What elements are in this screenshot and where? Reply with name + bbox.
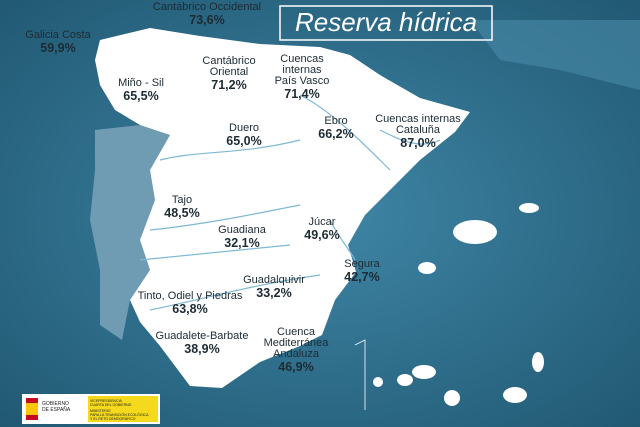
region-value: 63,8% (172, 302, 207, 316)
region-value: 65,5% (123, 89, 158, 103)
region-name: Duero (229, 122, 259, 134)
region-value: 71,4% (284, 87, 319, 101)
ibiza (418, 262, 436, 274)
region-name: Andaluza (273, 348, 320, 360)
region-value: 59,9% (40, 41, 75, 55)
region-name: Cuencas (280, 53, 324, 65)
region-name: Cataluña (396, 124, 441, 136)
region-value: 66,2% (318, 127, 353, 141)
ministry-text: PARA LA TRANSICIÓN ECOLÓGICA (90, 412, 149, 417)
region-name: Cuenca (277, 326, 316, 338)
title-box (279, 5, 493, 41)
region-name: Ebro (324, 115, 347, 127)
ministry-text: MINISTERIO (90, 409, 111, 413)
vice-text: VICEPRESIDENCIA (90, 399, 123, 403)
flag (26, 403, 38, 415)
region-name: Segura (344, 258, 380, 270)
region-value: 49,6% (304, 228, 339, 242)
region-name: Júcar (309, 216, 336, 228)
region-name: Mediterránea (264, 337, 330, 349)
region-value: 87,0% (400, 136, 435, 150)
region-value: 71,2% (211, 78, 246, 92)
region-value: 73,6% (189, 13, 224, 27)
portugal (90, 125, 170, 340)
region-value: 65,0% (226, 134, 261, 148)
region-name: Guadalete-Barbate (156, 330, 249, 342)
mallorca (453, 220, 497, 244)
region-value: 38,9% (184, 342, 219, 356)
region-name: Galicia Costa (25, 29, 91, 41)
region-value: 33,2% (256, 286, 291, 300)
ministry-band (88, 396, 158, 422)
region-value: 46,9% (278, 360, 313, 374)
vice-text: CUARTA DEL GOBIERNO (90, 403, 132, 407)
rivers (139, 94, 441, 311)
region-value: 48,5% (164, 206, 199, 220)
region-name: Cantábrico (202, 55, 255, 67)
region-value: 32,1% (224, 236, 259, 250)
france (470, 20, 640, 90)
region-name: Tajo (172, 194, 192, 206)
region-name: Oriental (210, 66, 249, 78)
gov-text: DE ESPAÑA (42, 406, 71, 413)
canary-frame (354, 339, 366, 410)
region-name: internas (282, 64, 322, 76)
region-name: Guadiana (218, 224, 267, 236)
region-value: 42,7% (344, 270, 379, 284)
region-name: Cantábrico Occidental (153, 1, 261, 13)
menorca (519, 203, 539, 213)
ministry-text: Y EL RETO DEMOGRÁFICO (90, 417, 136, 421)
canary-islands (373, 352, 544, 406)
title: Reserva hídrica (295, 7, 477, 37)
region-name: Tinto, Odiel y Piedras (138, 290, 243, 302)
region-name: Miño - Sil (118, 77, 164, 89)
region-name: Guadalquivir (243, 274, 305, 286)
region-name: País Vasco (275, 75, 330, 87)
region-name: Cuencas internas (375, 113, 461, 125)
gov-text: GOBIERNO (42, 401, 69, 407)
